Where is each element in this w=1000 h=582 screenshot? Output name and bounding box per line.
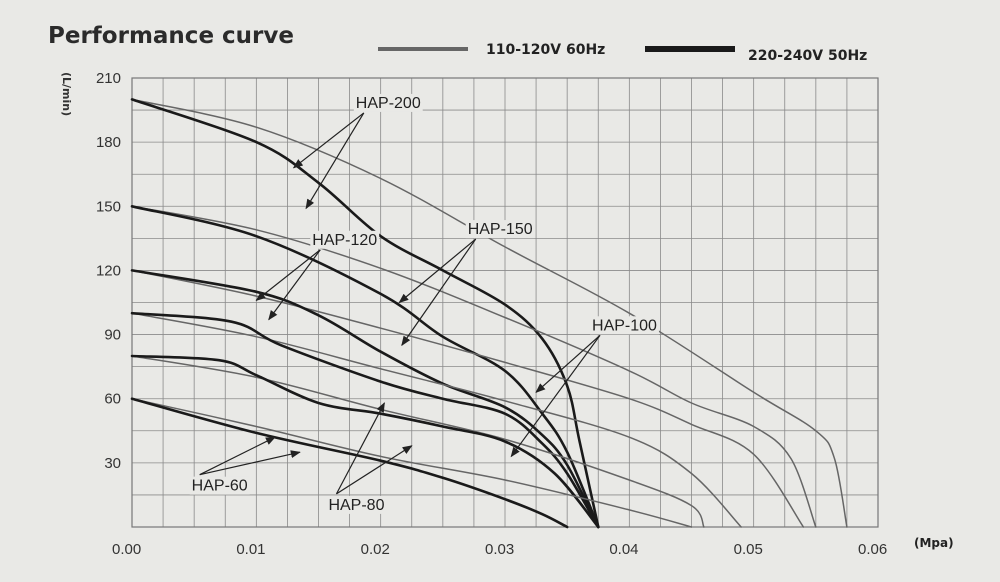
annotation-arrow [336,445,413,495]
annotation-arrow [335,402,385,495]
x-tick-label: 0.00 [112,541,141,558]
plot-frame [131,77,879,528]
series-line-hap-60-220v [130,397,569,529]
y-axis-label: (L/min) [60,72,73,116]
annotation-arrow [305,112,365,210]
annotation-arrow [255,249,321,301]
annotation-label-bg [353,93,423,112]
annotation-label-hap-200: HAP-200 [356,95,421,112]
annotation-label-hap-150: HAP-150 [468,221,533,238]
annotation-arrow [292,112,365,169]
x-tick-label: 0.01 [236,541,265,558]
series-line-hap-60-110v [131,397,693,528]
x-tick-label: 0.04 [609,541,638,558]
annotation-label-hap-80: HAP-80 [328,497,384,514]
x-axis-unit: (Mpa) [914,536,954,550]
x-tick-label: 0.06 [858,541,887,558]
x-tick-label: 0.05 [734,541,763,558]
annotation-label-bg [590,316,659,335]
chart-title: Performance curve [48,23,294,49]
y-tick-label: 60 [104,391,121,408]
annotation-arrow [535,334,601,393]
x-tick-label: 0.03 [485,541,514,558]
annotation-label-bg [310,230,380,249]
annotation-label-hap-120: HAP-120 [312,232,377,249]
series-line-hap-100-220v [130,311,600,529]
annotations: HAP-200 HAP-150 HAP-120 HAP-100 HAP-80 HAP-60 [189,93,659,514]
annotation-arrow [398,238,477,304]
legend-label-thin: 110-120V 60Hz [486,42,605,58]
annotation-label-hap-60: HAP-60 [192,478,248,495]
annotation-arrow [199,436,276,476]
y-tick-label: 90 [104,327,121,344]
y-tick-label: 150 [96,198,121,215]
x-tick-label: 0.02 [361,541,390,558]
annotation-label-hap-100: HAP-100 [592,317,657,334]
grid [131,77,879,528]
series-line-hap-80-220v [130,354,600,529]
annotation-label-bg [465,220,535,239]
y-tick-label: 30 [104,455,121,472]
y-tick-label: 120 [96,262,121,279]
series-line-hap-200-220v [130,98,600,529]
series-lines [130,98,848,529]
annotation-label-bg [189,476,250,495]
annotation-label-bg [326,495,387,514]
legend-label-thick: 220-240V 50Hz [748,48,867,64]
annotation-arrow [199,450,301,476]
series-line-hap-80-110v [131,355,705,528]
tick-labels: 0.00 0.01 0.02 0.03 0.04 0.05 0.06 30 60 90 120 150… [96,70,887,558]
legend: 110-120V 60Hz 220-240V 50Hz [378,42,867,64]
series-line-hap-200-110v [131,98,848,528]
annotation-arrow [268,249,321,321]
series-line-hap-100-110v [131,312,742,528]
y-tick-label: 180 [96,134,121,151]
annotation-arrow [401,238,477,347]
series-line-hap-150-220v [130,205,600,529]
y-tick-label: 210 [96,70,121,87]
annotation-arrow [510,334,601,458]
series-line-hap-150-110v [131,205,817,528]
